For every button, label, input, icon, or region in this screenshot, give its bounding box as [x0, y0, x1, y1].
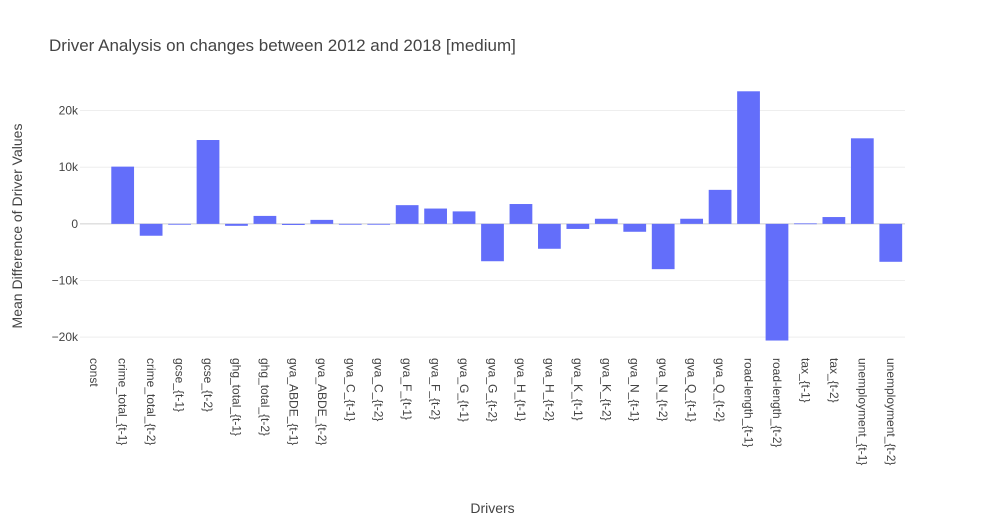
y-tick-label: 20k [59, 104, 79, 118]
x-tick-label: unemployment_{t-2} [884, 358, 898, 465]
bar[interactable] [367, 223, 391, 225]
x-tick-label: gva_N_{t-2} [656, 358, 670, 421]
chart-title: Driver Analysis on changes between 2012 … [49, 36, 516, 55]
bar[interactable] [424, 208, 447, 224]
x-tick-label: ghg_total_{t-2} [258, 358, 272, 436]
x-tick-label: gva_Q_{t-1} [685, 358, 699, 422]
y-tick-label: 0 [71, 217, 78, 231]
x-tick-label: gva_C_{t-2} [372, 358, 386, 421]
x-tick-label: gva_N_{t-1} [628, 358, 642, 421]
x-tick-label: unemployment_{t-1} [855, 358, 869, 465]
bar[interactable] [538, 223, 561, 249]
x-tick-label: crime_total_{t-2} [144, 358, 158, 445]
x-tick-label: gva_ABDE_{t-2} [315, 358, 329, 445]
x-tick-label: gva_G_{t-2} [486, 358, 500, 422]
bar[interactable] [481, 223, 504, 262]
y-axis-ticks: −20k −10k 0 10k 20k [52, 104, 79, 345]
x-tick-label: gva_K_{t-2} [599, 358, 613, 421]
y-axis-title: Mean Difference of Driver Values [9, 124, 25, 329]
x-tick-label: gva_ABDE_{t-1} [286, 358, 300, 445]
y-tick-label: −20k [52, 330, 79, 344]
bar[interactable] [623, 223, 647, 232]
bar[interactable] [509, 204, 533, 224]
bar[interactable] [708, 189, 732, 224]
x-tick-label: gva_K_{t-1} [571, 358, 585, 421]
x-tick-label: gva_F_{t-1} [400, 358, 414, 420]
bar[interactable] [196, 140, 220, 224]
y-tick-label: 10k [59, 160, 79, 174]
bar[interactable] [765, 223, 789, 341]
bar[interactable] [794, 223, 817, 225]
bar[interactable] [594, 218, 618, 224]
bar[interactable] [253, 215, 277, 224]
bar[interactable] [879, 223, 903, 262]
bar[interactable] [310, 219, 334, 224]
bar[interactable] [111, 166, 135, 224]
x-tick-label: gva_G_{t-1} [457, 358, 471, 422]
bar[interactable] [452, 211, 476, 224]
x-tick-label: gva_H_{t-1} [514, 358, 528, 421]
x-tick-label: road-length_{t-1} [742, 358, 756, 447]
x-tick-label: tax_{t-1} [798, 358, 812, 403]
bar[interactable] [737, 91, 760, 224]
bar[interactable] [139, 223, 163, 236]
x-tick-label: ghg_total_{t-1} [229, 358, 243, 436]
bar[interactable] [338, 223, 362, 225]
bar[interactable] [281, 223, 305, 225]
bar[interactable] [822, 217, 846, 224]
x-tick-label: road-length_{t-2} [770, 358, 784, 447]
x-axis-title: Drivers [470, 500, 514, 516]
bar[interactable] [850, 138, 874, 224]
bar[interactable] [225, 223, 248, 226]
bar[interactable] [651, 223, 675, 270]
x-tick-label: gva_H_{t-2} [542, 358, 556, 421]
bars [111, 91, 903, 341]
x-tick-label: crime_total_{t-1} [116, 358, 130, 445]
x-tick-label: gcse_{t-2} [201, 358, 215, 412]
bar[interactable] [566, 223, 590, 229]
y-tick-label: −10k [52, 273, 79, 287]
bar[interactable] [680, 218, 704, 224]
x-tick-label: gva_F_{t-2} [429, 358, 443, 420]
bar[interactable] [395, 205, 419, 224]
x-tick-label: gva_Q_{t-2} [713, 358, 727, 422]
x-tick-label: gcse_{t-1} [173, 358, 187, 412]
x-tick-label: tax_{t-2} [827, 358, 841, 403]
x-axis-ticks: const crime_total_{t-1} crime_total_{t-2} g… [87, 358, 898, 465]
x-tick-label: const [87, 358, 101, 387]
x-tick-label: gva_C_{t-1} [343, 358, 357, 421]
bar[interactable] [168, 223, 191, 225]
